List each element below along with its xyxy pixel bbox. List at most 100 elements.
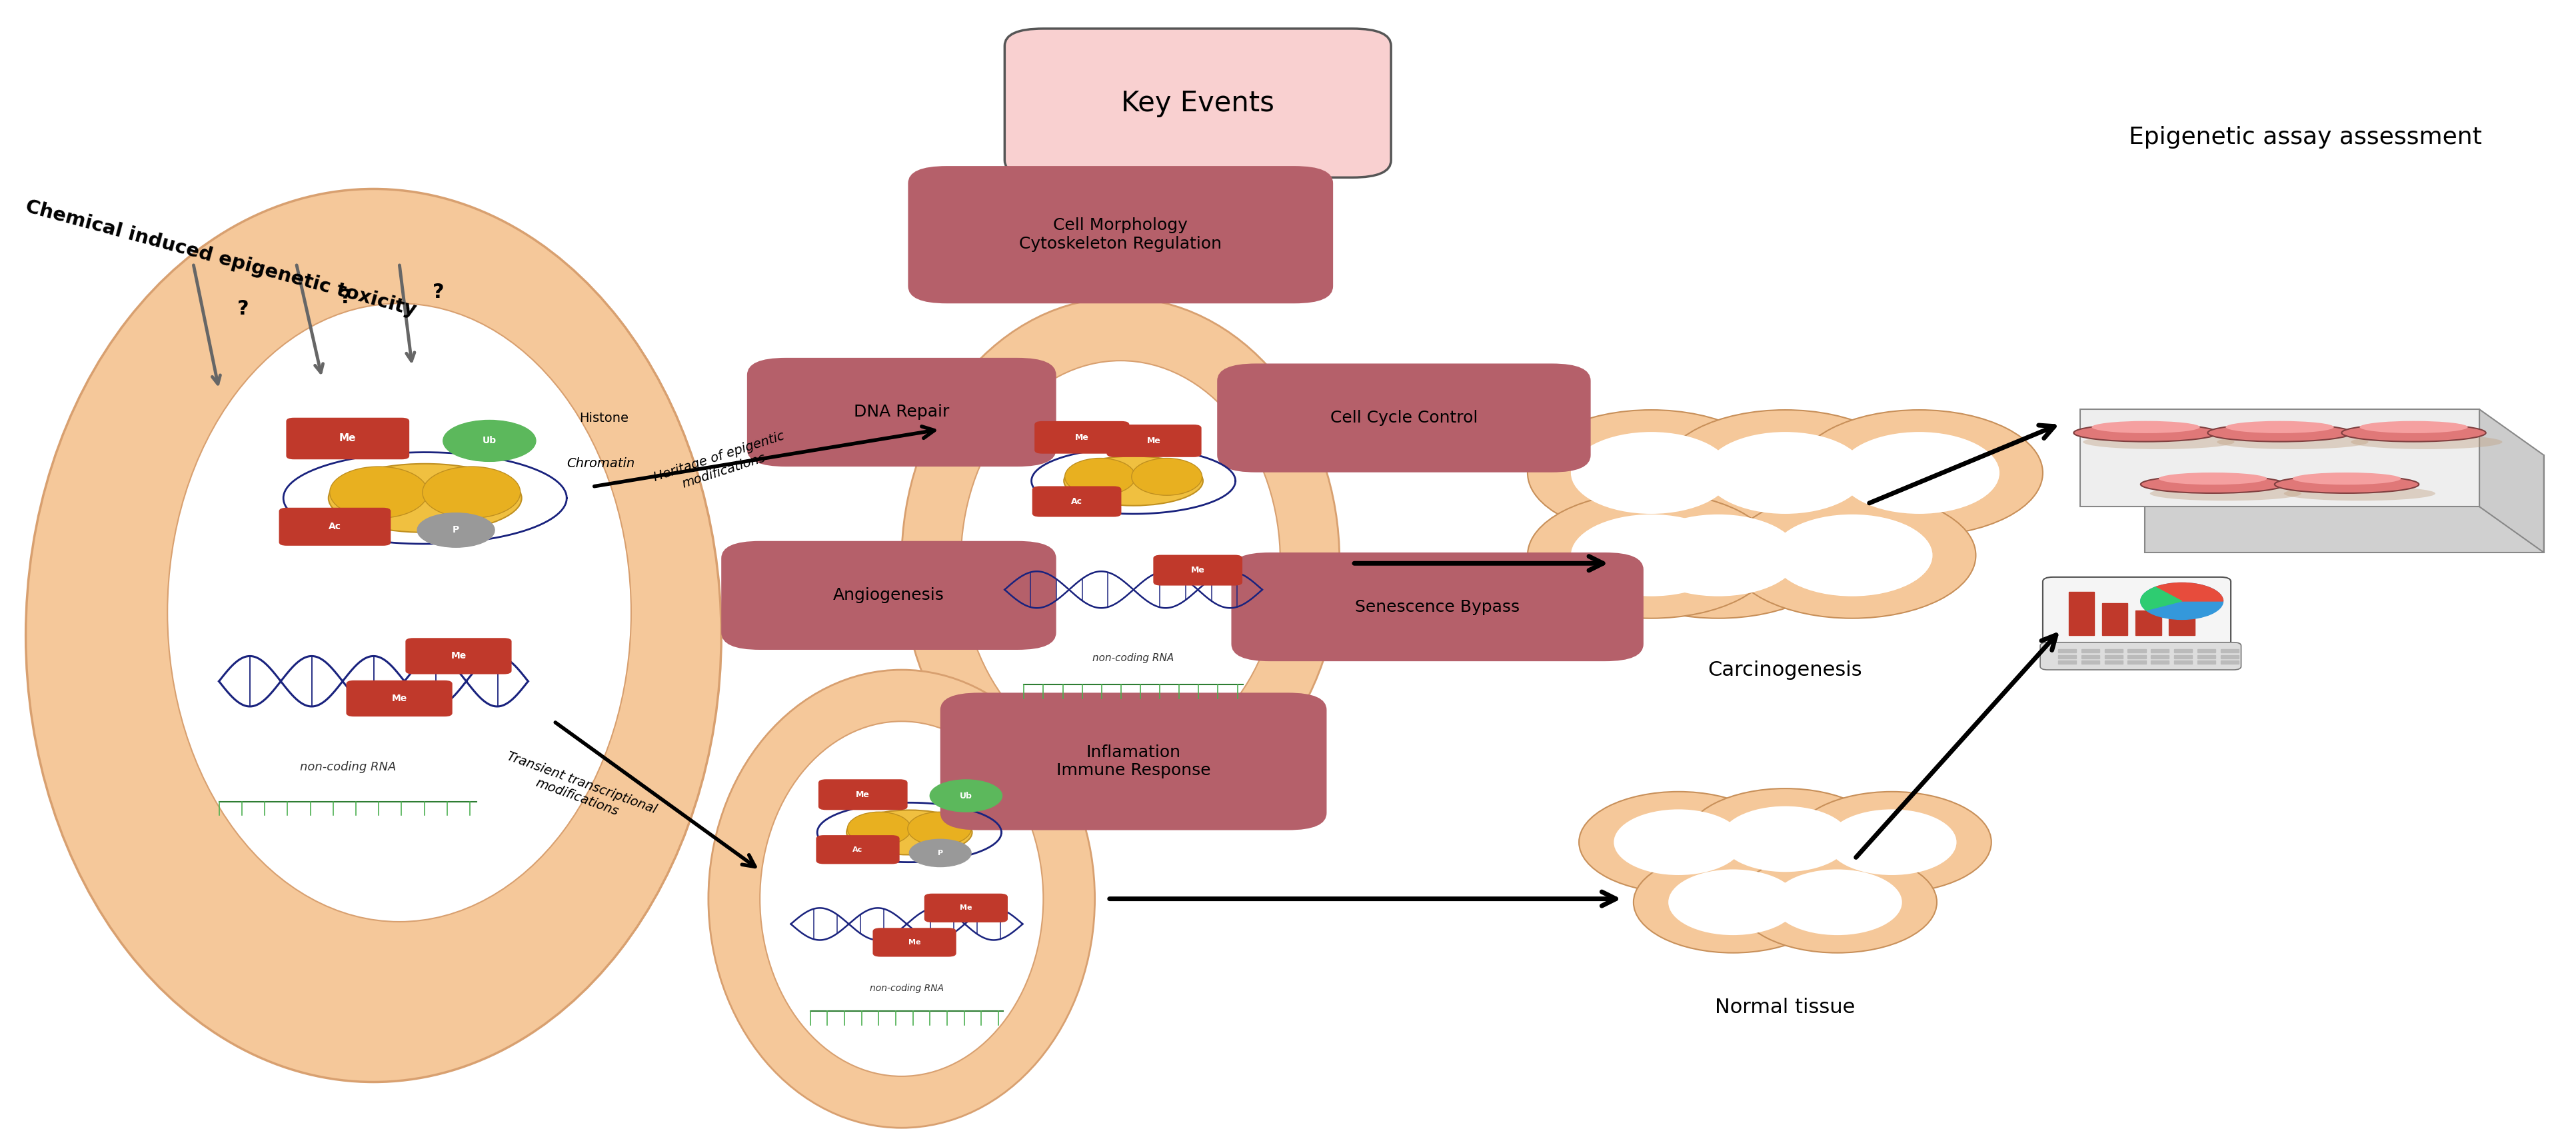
Text: Key Events: Key Events [1121,89,1275,117]
Text: Ub: Ub [961,791,971,800]
Ellipse shape [961,361,1280,761]
Bar [2221,655,2239,658]
Bar [2105,661,2123,664]
Ellipse shape [1839,432,1999,514]
Bar [2081,661,2099,664]
Circle shape [909,839,971,867]
Bar [2197,655,2215,658]
Ellipse shape [1613,810,1744,875]
Bar [2058,655,2076,658]
FancyBboxPatch shape [817,835,899,864]
FancyBboxPatch shape [1005,29,1391,177]
Ellipse shape [1064,456,1203,506]
Text: non-coding RNA: non-coding RNA [299,761,397,773]
Bar [2069,592,2094,635]
Text: Cell Cycle Control: Cell Cycle Control [1329,410,1479,426]
Bar [2151,661,2169,664]
FancyBboxPatch shape [747,357,1056,467]
Ellipse shape [902,298,1340,824]
Text: Normal tissue: Normal tissue [1716,998,1855,1017]
Circle shape [930,780,1002,812]
Text: non-coding RNA: non-coding RNA [1092,654,1175,663]
Bar [2197,649,2215,653]
Polygon shape [2478,410,2545,553]
FancyBboxPatch shape [2081,410,2478,506]
Text: Chromatin: Chromatin [567,457,634,471]
Text: Ub: Ub [482,436,497,445]
Bar [2128,649,2146,653]
Polygon shape [2146,456,2545,553]
Ellipse shape [2352,435,2501,449]
Ellipse shape [2208,424,2352,442]
Ellipse shape [330,467,428,518]
Bar [2102,603,2128,635]
Circle shape [2141,583,2223,619]
Circle shape [443,420,536,461]
Ellipse shape [2074,424,2218,442]
Ellipse shape [1669,869,1798,935]
FancyBboxPatch shape [819,780,907,810]
Text: Ac: Ac [853,846,863,853]
Text: Cell Morphology
Cytoskeleton Regulation: Cell Morphology Cytoskeleton Regulation [1020,218,1221,252]
FancyBboxPatch shape [2043,577,2231,646]
Ellipse shape [1579,791,1777,893]
Text: Epigenetic assay assessment: Epigenetic assay assessment [2128,126,2483,149]
Bar [2058,661,2076,664]
Bar [2128,655,2146,658]
Ellipse shape [2226,421,2334,433]
Ellipse shape [2141,475,2285,493]
Ellipse shape [2159,473,2267,484]
Text: Me: Me [451,652,466,661]
Ellipse shape [2342,424,2486,442]
Ellipse shape [708,670,1095,1128]
FancyBboxPatch shape [925,893,1007,923]
FancyBboxPatch shape [1033,487,1121,516]
Bar [2128,661,2146,664]
Text: Me: Me [961,905,971,911]
Text: Angiogenesis: Angiogenesis [832,587,945,603]
FancyBboxPatch shape [286,418,410,459]
Ellipse shape [1705,432,1865,514]
Text: Me: Me [1074,433,1090,442]
FancyBboxPatch shape [1036,421,1128,453]
Ellipse shape [1571,432,1731,514]
Text: DNA Repair: DNA Repair [853,404,951,420]
Bar [2058,649,2076,653]
Text: Inflamation
Immune Response: Inflamation Immune Response [1056,744,1211,779]
Text: Senescence Bypass: Senescence Bypass [1355,599,1520,615]
FancyBboxPatch shape [940,693,1327,830]
Ellipse shape [422,467,520,518]
Bar [2151,655,2169,658]
Ellipse shape [907,812,971,845]
Ellipse shape [2151,487,2300,500]
Text: Ac: Ac [330,522,340,531]
Text: Histone: Histone [580,411,629,425]
Ellipse shape [1772,869,1901,935]
FancyBboxPatch shape [1231,553,1643,662]
Ellipse shape [2275,475,2419,493]
Circle shape [417,513,495,547]
Text: Me: Me [392,694,407,703]
FancyBboxPatch shape [278,507,392,546]
Text: P: P [453,526,459,535]
Bar [2105,649,2123,653]
Ellipse shape [2360,421,2468,433]
Bar [2174,655,2192,658]
Text: ?: ? [340,289,353,307]
Ellipse shape [1662,410,1909,536]
Text: ?: ? [433,283,446,301]
Ellipse shape [2084,435,2233,449]
Ellipse shape [167,303,631,922]
Ellipse shape [327,464,520,532]
Ellipse shape [848,812,912,845]
Ellipse shape [1595,492,1842,618]
Ellipse shape [1064,458,1136,496]
Text: Me: Me [909,939,920,946]
Bar [2081,649,2099,653]
Ellipse shape [2218,435,2367,449]
Text: Transient transcriptional
modifications: Transient transcriptional modifications [500,750,659,830]
Text: ?: ? [237,300,250,318]
Ellipse shape [848,811,971,854]
Text: Me: Me [1146,436,1162,445]
FancyBboxPatch shape [2040,642,2241,670]
